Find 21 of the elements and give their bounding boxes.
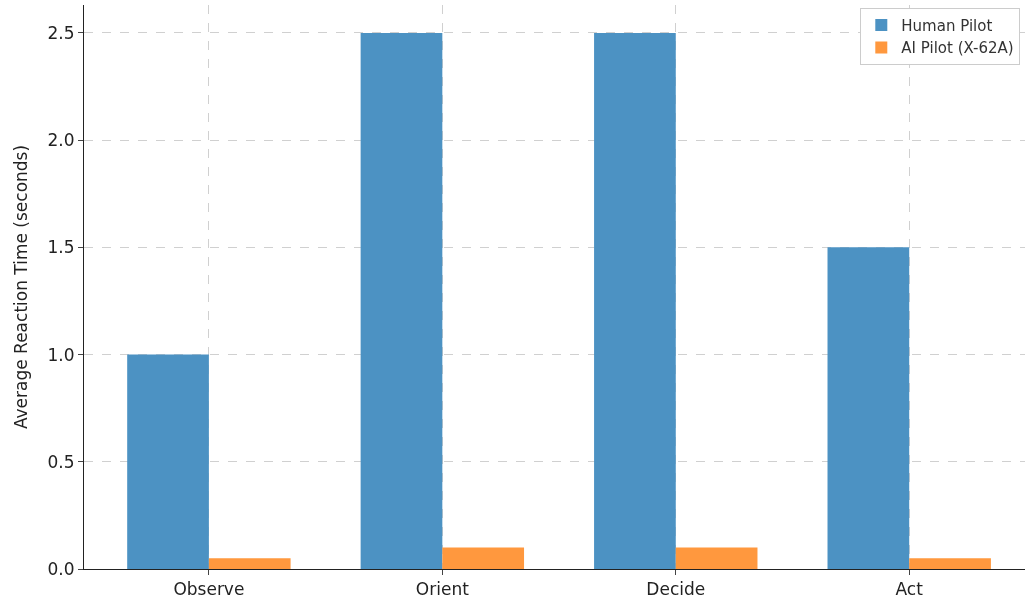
bar: [827, 247, 910, 569]
bar: [208, 558, 291, 569]
legend-label: AI Pilot (X-62A): [901, 39, 1014, 58]
y-tick-label: 0.0: [47, 558, 75, 579]
x-tick-label: Decide: [646, 579, 706, 600]
bar: [909, 558, 991, 569]
y-tick-label: 1.5: [47, 237, 75, 258]
x-tick-label: Observe: [173, 579, 245, 600]
legend-label: Human Pilot: [901, 16, 993, 35]
y-tick-label: 0.5: [47, 451, 75, 472]
x-tick-label: Orient: [415, 579, 470, 600]
bar: [127, 354, 209, 569]
y-tick-label: 2.5: [47, 22, 75, 43]
bar: [594, 32, 676, 569]
y-tick-label: 1.0: [47, 344, 75, 365]
x-tick-label: Act: [895, 579, 924, 600]
y-tick-label: 2.0: [47, 130, 75, 151]
bar: [442, 547, 525, 569]
y-axis-title: Average Reaction Time (seconds): [11, 144, 32, 430]
bar: [675, 547, 758, 569]
bar: [360, 32, 443, 569]
